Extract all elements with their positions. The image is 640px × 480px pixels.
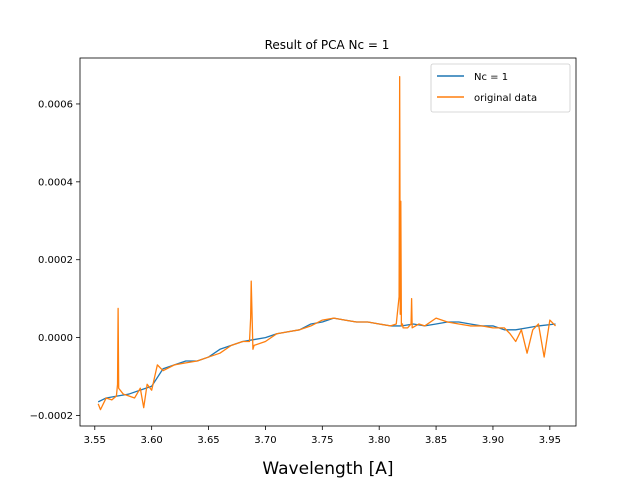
series-line-original-data — [97, 76, 556, 411]
x-tick-label: 3.60 — [141, 435, 163, 446]
x-tick-label: 3.95 — [539, 435, 561, 446]
y-tick-label: −0.0002 — [30, 411, 73, 422]
y-tick-label: 0.0000 — [38, 333, 73, 344]
y-tick-label: 0.0006 — [38, 99, 73, 110]
plot-area — [79, 57, 577, 427]
legend-label-nc1: Nc = 1 — [474, 72, 508, 83]
x-tick-label: 3.55 — [84, 435, 106, 446]
chart-title: Result of PCA Nc = 1 — [265, 38, 390, 52]
plot-frame — [79, 57, 577, 427]
y-axis: −0.0002 0.0000 0.0002 0.0004 0.0006 — [30, 99, 80, 422]
series-layer — [97, 76, 556, 411]
x-tick-label: 3.80 — [368, 435, 390, 446]
x-tick-label: 3.85 — [425, 435, 447, 446]
legend-label-original-data: original data — [474, 93, 537, 104]
y-tick-label: 0.0002 — [38, 255, 73, 266]
x-tick-label: 3.70 — [254, 435, 276, 446]
x-tick-label: 3.65 — [197, 435, 219, 446]
x-tick-label: 3.90 — [482, 435, 504, 446]
legend-box — [430, 63, 571, 113]
x-tick-label: 3.75 — [311, 435, 333, 446]
legend: Nc = 1 original data — [430, 63, 571, 113]
plot-background — [80, 58, 576, 426]
x-axis-label: Wavelength [A] — [262, 459, 393, 479]
x-axis: 3.55 3.60 3.65 3.70 3.75 3.80 3.85 3.90 3.95 — [84, 426, 561, 446]
y-tick-label: 0.0004 — [38, 177, 73, 188]
